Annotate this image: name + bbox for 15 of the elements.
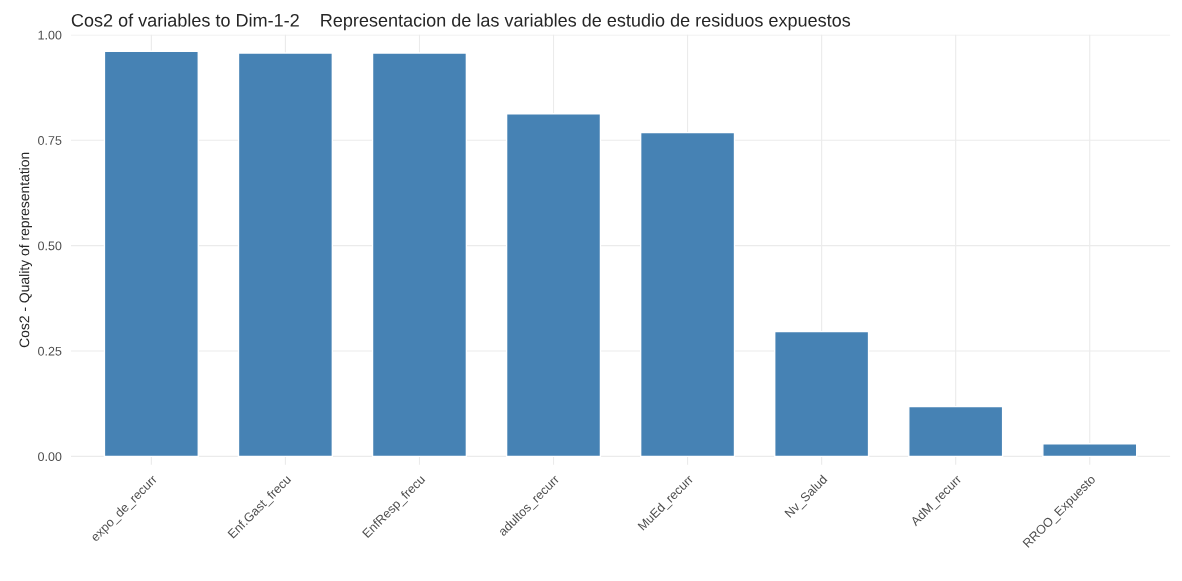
chart-title: Cos2 of variables to Dim-1-2 Representacion de las variables de estudio de residuos expuestos — [71, 13, 851, 31]
bar — [908, 405, 1004, 458]
y-tick-label: 0.00 — [38, 452, 62, 462]
y-tick-label: 0.50 — [38, 241, 62, 251]
bar — [103, 50, 199, 458]
bar — [505, 112, 602, 458]
bar — [371, 52, 468, 458]
y-tick-label: 0.75 — [38, 136, 62, 145]
bar — [639, 131, 736, 458]
y-axis-title: Cos2 - Quality of representation — [19, 152, 33, 348]
bar — [774, 330, 870, 458]
bar — [1042, 443, 1138, 458]
bar — [237, 52, 334, 458]
y-tick-label: 1.00 — [38, 30, 62, 40]
y-tick-label: 0.25 — [38, 346, 62, 356]
